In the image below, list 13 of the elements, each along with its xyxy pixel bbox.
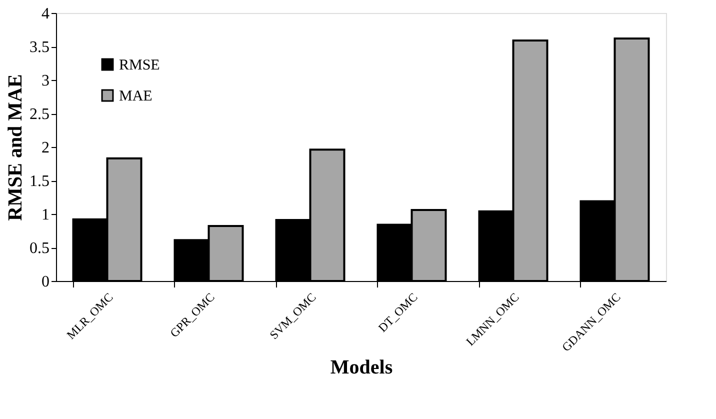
legend-label: MAE bbox=[119, 88, 152, 104]
y-tick-label: 3 bbox=[42, 72, 50, 90]
y-tick-label: 2.5 bbox=[30, 106, 50, 123]
legend-label: RMSE bbox=[119, 58, 160, 74]
y-tick-label: 2 bbox=[42, 140, 50, 156]
y-tick-label: 0.5 bbox=[30, 240, 50, 257]
y-axis-title: RMSE and MAE bbox=[4, 74, 26, 221]
y-tick-label: 1.5 bbox=[30, 173, 50, 190]
y-tick-label: 3.5 bbox=[30, 39, 50, 56]
x-axis-title: Models bbox=[330, 356, 393, 378]
y-tick-label: 4 bbox=[42, 6, 50, 22]
y-tick-label: 0 bbox=[42, 274, 50, 290]
y-tick-label: 1 bbox=[42, 206, 50, 224]
